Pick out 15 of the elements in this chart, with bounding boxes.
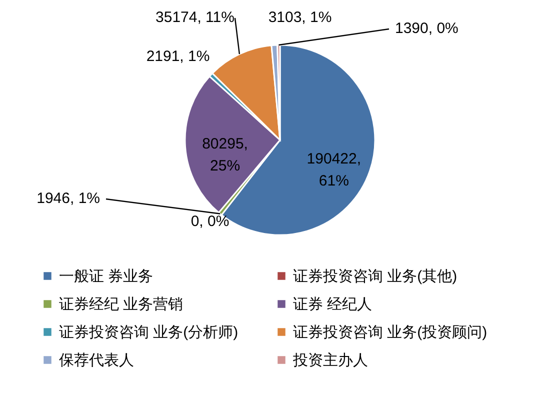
legend-label: 证券投资咨询 业务(分析师) xyxy=(59,324,238,341)
legend-label: 一般证 券业务 xyxy=(59,268,154,285)
legend-label: 证券投资咨询 业务(投资顾问) xyxy=(293,324,488,341)
data-label: 3103, 1% xyxy=(268,9,332,26)
data-label: 2191, 1% xyxy=(146,48,210,65)
legend-label: 证券投资咨询 业务(其他) xyxy=(293,268,458,285)
data-label: 1946, 1% xyxy=(36,190,100,207)
legend-label: 证券经纪 业务营销 xyxy=(59,296,184,313)
data-label: 190422, 61% xyxy=(306,150,362,190)
data-label: 35174, 11% xyxy=(156,9,234,26)
legend-label: 证券 经纪人 xyxy=(293,296,372,313)
text: 0, 0% xyxy=(190,213,230,230)
legend-label: 保荐代表人 xyxy=(59,352,134,369)
legend-label: 投资主办人 xyxy=(292,352,368,369)
data-label: 1390, 0% xyxy=(395,20,458,37)
